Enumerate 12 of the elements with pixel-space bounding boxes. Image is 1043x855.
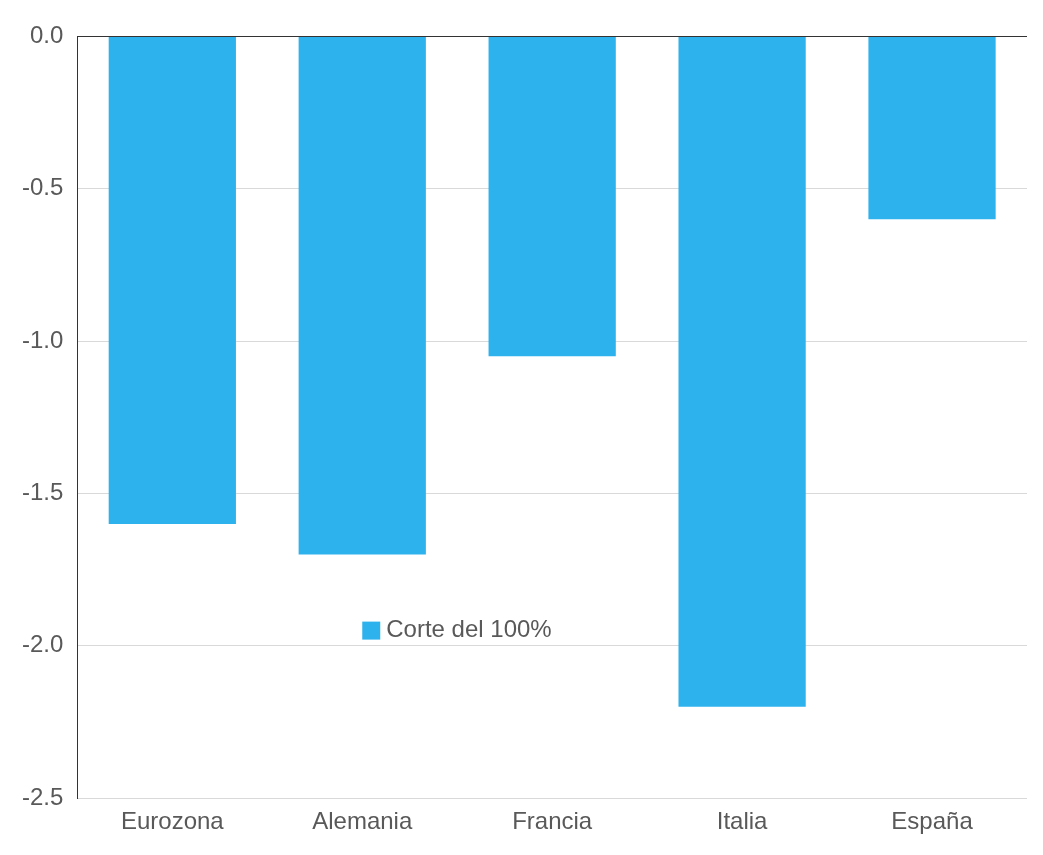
x-tick-label: Francia <box>512 807 593 835</box>
x-tick-label: Alemania <box>312 807 413 835</box>
y-tick-label: -0.5 <box>22 173 64 201</box>
y-tick-label: 0.0 <box>29 21 64 49</box>
x-tick-label: España <box>891 807 974 835</box>
x-tick-label: Italia <box>716 807 769 835</box>
y-tick-label: -1.5 <box>22 478 64 506</box>
x-tick-label: Eurozona <box>120 807 225 835</box>
y-tick-label: -2.5 <box>22 782 64 810</box>
y-tick-label: -2.0 <box>22 630 64 658</box>
y-tick-label: -1.0 <box>22 325 64 353</box>
legend-label: Corte del 100% <box>386 615 552 643</box>
